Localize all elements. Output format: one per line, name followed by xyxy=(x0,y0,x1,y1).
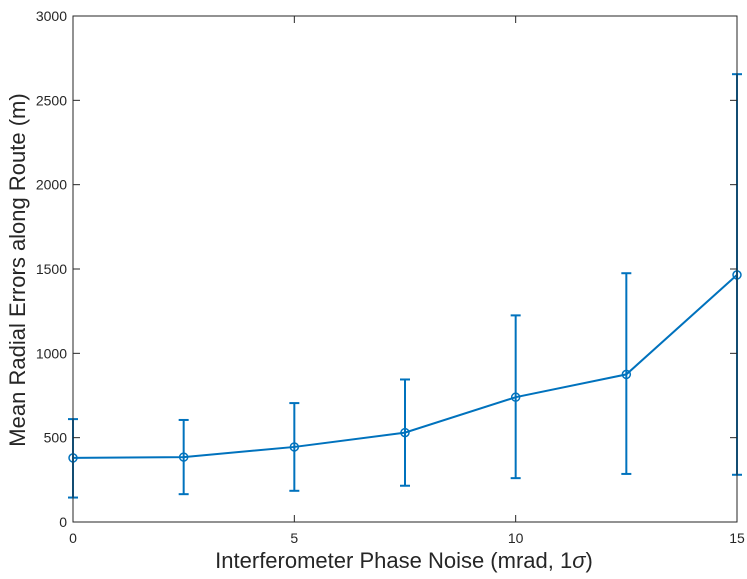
data-point xyxy=(289,442,300,452)
y-tick-label: 500 xyxy=(44,430,68,446)
data-point xyxy=(510,392,521,402)
x-tick-label: 15 xyxy=(729,530,745,546)
x-tick-label: 5 xyxy=(290,530,298,546)
data-point xyxy=(400,427,410,438)
y-tick-label: 1000 xyxy=(36,345,67,361)
y-tick-label: 1500 xyxy=(36,261,67,277)
y-tick-label: 2500 xyxy=(36,92,67,108)
data-point xyxy=(178,452,189,462)
axes: 0 5 10 15 0 500 1000 1500 2000 2500 3000 xyxy=(36,8,745,546)
x-tick-label: 0 xyxy=(69,530,77,546)
y-tick-label: 3000 xyxy=(36,8,67,24)
series-line xyxy=(72,274,738,459)
y-axis-label: Mean Radial Errors along Route (m) xyxy=(5,93,30,446)
x-axis-label: Interferometer Phase Noise (mrad, 1σ) xyxy=(215,548,593,573)
y-tick-label: 0 xyxy=(59,514,67,530)
x-axis-label-main: Interferometer Phase Noise (mrad, 1 xyxy=(215,548,572,573)
x-tick-label: 10 xyxy=(508,530,524,546)
x-axis-label-sigma: σ xyxy=(572,548,586,573)
y-tick-label: 2000 xyxy=(36,177,67,193)
plot-area xyxy=(68,73,742,499)
x-axis-label-end: ) xyxy=(586,548,593,573)
data-point xyxy=(621,369,632,380)
